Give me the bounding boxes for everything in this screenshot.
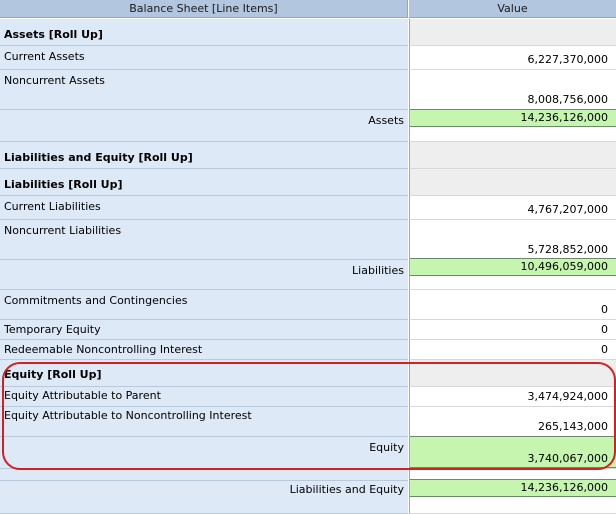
table-row-noncurrent-assets: Noncurrent Assets 8,008,756,000 xyxy=(0,70,616,110)
row-label: Equity [Roll Up] xyxy=(4,368,102,381)
total-cell: 14,236,126,000 xyxy=(410,479,616,497)
column-header-value[interactable]: Value xyxy=(409,0,616,18)
table-row-redeemable-nci: Redeemable Noncontrolling Interest 0 xyxy=(0,340,616,360)
table-row-noncurrent-liabilities: Noncurrent Liabilities 5,728,852,000 xyxy=(0,220,616,260)
row-label: Equity Attributable to Noncontrolling In… xyxy=(4,409,252,422)
row-label: Noncurrent Liabilities xyxy=(4,224,122,237)
table-row-current-liabilities: Current Liabilities 4,767,207,000 xyxy=(0,196,616,220)
table-row-liabilities-equity-total: Liabilities and Equity 14,236,126,000 xyxy=(0,479,616,514)
total-value: 10,496,059,000 xyxy=(520,260,608,273)
table-row-spacer xyxy=(0,469,616,481)
row-value: 3,474,924,000 xyxy=(527,390,608,403)
table-row-liabilities-rollup: Liabilities [Roll Up] xyxy=(0,169,616,196)
row-value: 0 xyxy=(601,323,608,336)
row-value: 4,767,207,000 xyxy=(527,203,608,216)
table-row-temporary-equity: Temporary Equity 0 xyxy=(0,320,616,340)
table-row-equity-nci: Equity Attributable to Noncontrolling In… xyxy=(0,407,616,437)
row-label: Current Liabilities xyxy=(4,200,101,213)
total-label: Assets xyxy=(368,114,404,127)
table-row-current-assets: Current Assets 6,227,370,000 xyxy=(0,46,616,70)
table-row-assets-rollup: Assets [Roll Up] xyxy=(0,19,616,46)
row-label: Current Assets xyxy=(4,50,85,63)
table-row-equity-parent: Equity Attributable to Parent 3,474,924,… xyxy=(0,387,616,407)
column-header-line-items[interactable]: Balance Sheet [Line Items] xyxy=(0,0,408,18)
row-label: Liabilities and Equity [Roll Up] xyxy=(4,151,193,164)
row-value: 0 xyxy=(601,343,608,356)
row-value: 5,728,852,000 xyxy=(527,243,608,256)
total-cell: 14,236,126,000 xyxy=(410,109,616,127)
table-row-equity-rollup: Equity [Roll Up] xyxy=(0,360,616,387)
table-row-equity-total: Equity 3,740,067,000 xyxy=(0,436,616,469)
row-value: 0 xyxy=(601,303,608,316)
total-label: Liabilities xyxy=(352,264,404,277)
table-row-commitments: Commitments and Contingencies 0 xyxy=(0,290,616,320)
total-cell: 3,740,067,000 xyxy=(410,436,616,468)
row-value: 6,227,370,000 xyxy=(527,53,608,66)
row-label: Liabilities [Roll Up] xyxy=(4,178,123,191)
row-label: Equity Attributable to Parent xyxy=(4,389,161,402)
table-row-liabilities-total: Liabilities 10,496,059,000 xyxy=(0,258,616,290)
row-label: Commitments and Contingencies xyxy=(4,294,188,307)
row-value: 8,008,756,000 xyxy=(527,93,608,106)
row-value: 265,143,000 xyxy=(538,420,608,433)
total-cell: 10,496,059,000 xyxy=(410,258,616,276)
row-label: Noncurrent Assets xyxy=(4,74,105,87)
row-label: Redeemable Noncontrolling Interest xyxy=(4,343,203,356)
row-label: Temporary Equity xyxy=(4,323,101,336)
total-value: 3,740,067,000 xyxy=(527,452,608,465)
total-value: 14,236,126,000 xyxy=(520,481,608,494)
row-label: Assets [Roll Up] xyxy=(4,28,103,41)
total-label: Liabilities and Equity xyxy=(289,483,404,496)
table-row-assets-total: Assets 14,236,126,000 xyxy=(0,109,616,142)
total-value: 14,236,126,000 xyxy=(520,111,608,124)
table-row-liabilities-equity-rollup: Liabilities and Equity [Roll Up] xyxy=(0,142,616,169)
total-label: Equity xyxy=(369,441,404,454)
